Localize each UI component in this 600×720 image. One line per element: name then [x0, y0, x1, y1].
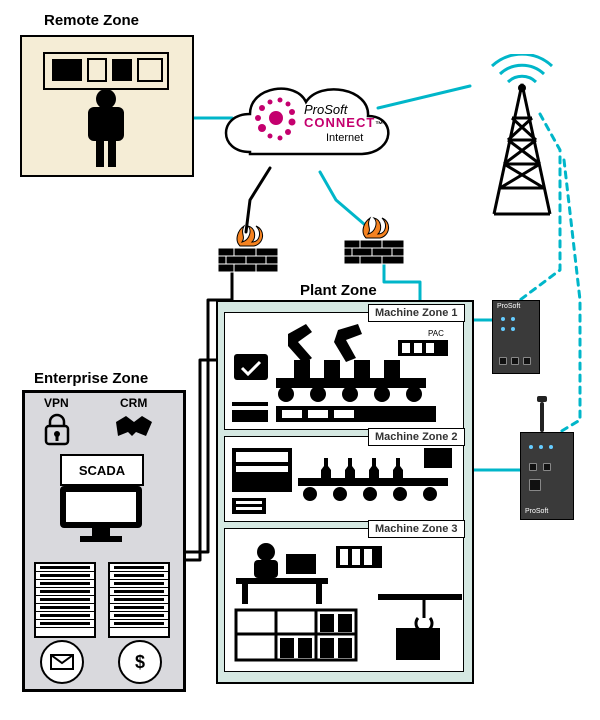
cloud-icon [210, 72, 396, 188]
mail-icon [40, 640, 84, 684]
firewall-left-icon [216, 224, 282, 276]
monitor-icon [54, 484, 148, 544]
mz1-machinery-icon: PAC [228, 320, 458, 426]
remote-zone-title: Remote Zone [44, 12, 139, 29]
server-rack-1-icon [34, 562, 96, 638]
crm-label: CRM [120, 396, 147, 410]
plant-zone-title: Plant Zone [300, 282, 377, 299]
lock-icon [42, 412, 72, 446]
firewall-right-icon [342, 216, 408, 268]
gateway-2-antenna-icon [540, 402, 544, 432]
cloud-brand-mid: CONNECT™ [304, 115, 384, 130]
scada-label-box: SCADA [60, 454, 144, 486]
enterprise-zone-title: Enterprise Zone [34, 370, 148, 387]
vpn-label: VPN [44, 396, 69, 410]
gateway-2-icon: ProSoft [520, 432, 574, 520]
cell-tower-icon [458, 54, 588, 224]
mz2-machinery-icon [228, 440, 458, 516]
edge-gw2-to-mz2 [470, 448, 520, 470]
gateway-1-icon: ProSoft [492, 300, 540, 374]
mz3-machinery-icon [228, 534, 466, 664]
server-rack-2-icon [108, 562, 170, 638]
remote-operator-icon [38, 45, 174, 169]
handshake-icon [112, 412, 156, 442]
money-icon: $ [118, 640, 162, 684]
cloud-internet-label: Internet [326, 132, 363, 144]
svg-text:PAC: PAC [428, 329, 444, 338]
